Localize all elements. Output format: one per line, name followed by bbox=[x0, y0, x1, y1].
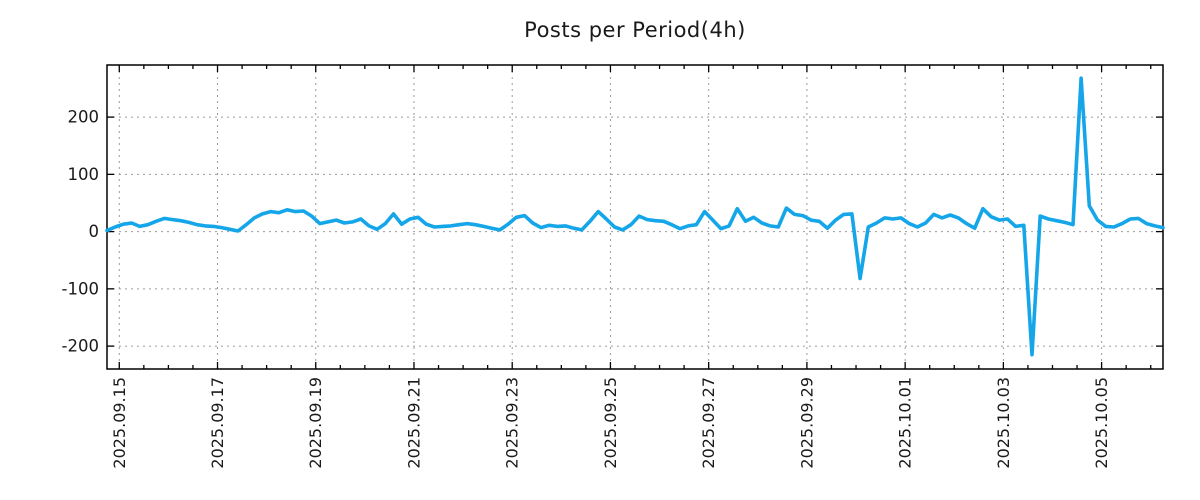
x-tick-label: 2025.09.29 bbox=[797, 377, 816, 469]
y-tick-label: -100 bbox=[62, 279, 99, 298]
chart-title: Posts per Period(4h) bbox=[524, 18, 746, 42]
plot-border bbox=[106, 64, 1164, 370]
x-tick-label: 2025.09.15 bbox=[110, 377, 129, 469]
x-tick-label: 2025.10.01 bbox=[896, 377, 915, 469]
x-tick-label: 2025.10.05 bbox=[1092, 377, 1111, 469]
y-tick-label: 200 bbox=[68, 108, 100, 127]
x-tick-label: 2025.09.23 bbox=[503, 377, 522, 469]
y-tick-label: -200 bbox=[62, 337, 99, 356]
y-tick-label: 100 bbox=[68, 165, 100, 184]
data-series-line bbox=[105, 76, 1165, 357]
y-tick-label: 0 bbox=[89, 222, 100, 241]
x-tick-label: 2025.09.19 bbox=[306, 377, 325, 469]
x-tick-label: 2025.09.27 bbox=[699, 377, 718, 469]
x-tick-label: 2025.09.21 bbox=[404, 377, 423, 469]
x-tick-label: 2025.09.17 bbox=[208, 377, 227, 469]
x-tick-label: 2025.09.25 bbox=[601, 377, 620, 469]
x-tick-label: 2025.10.03 bbox=[994, 377, 1013, 469]
